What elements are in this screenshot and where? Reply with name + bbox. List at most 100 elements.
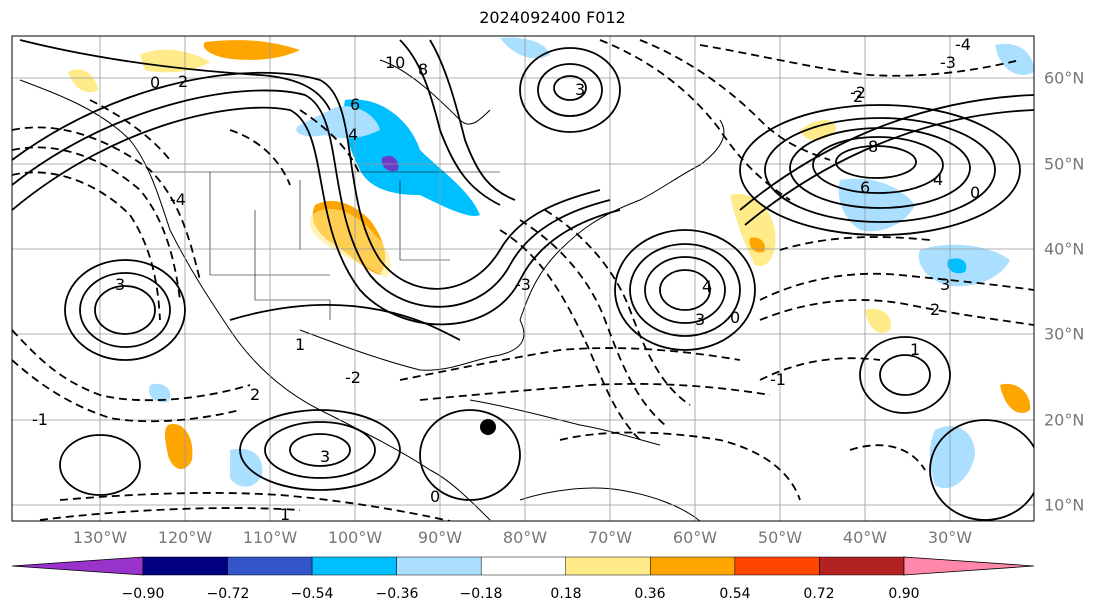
colorbar-extend-low	[11, 556, 144, 576]
colorbar-segment	[734, 556, 820, 576]
contour-labrador-2	[537, 63, 603, 117]
lon-label: 70°W	[587, 528, 633, 547]
contour-label: -2	[345, 368, 361, 387]
lat-label: 10°N	[1044, 495, 1085, 515]
contour-label: 0	[430, 487, 440, 506]
lat-label: 60°N	[1044, 68, 1085, 88]
lon-label: 120°W	[157, 528, 213, 547]
contour-trough-4	[19, 39, 331, 111]
contour-label: 0	[150, 73, 160, 92]
map-plot-area	[12, 36, 1034, 521]
colorbar-tick-label: 0.18	[550, 586, 582, 602]
contour-ne-atlantic-1	[739, 104, 1021, 236]
contour-trough-6	[429, 39, 516, 201]
coastline-gulf	[299, 319, 525, 371]
contour-label: 10	[385, 53, 405, 72]
orange-region-atlantic-se	[1000, 383, 1031, 413]
lightblue-region-atlantic-se	[929, 426, 975, 489]
map-frame	[11, 35, 1035, 522]
blue-region-atlantic-e	[947, 258, 967, 274]
contour-label: 4	[348, 125, 358, 144]
colorbar-segment	[480, 556, 567, 576]
shaded-regions	[68, 37, 1034, 489]
yellow-region-atlantic-se2	[865, 308, 891, 334]
colorbar-segment	[142, 556, 228, 576]
colorbar-segments	[11, 556, 1035, 576]
contour-trough-1	[12, 71, 601, 290]
contour-label: 1	[280, 505, 290, 524]
contour-label: 3	[115, 275, 125, 294]
contour-label: 2	[930, 300, 940, 319]
contour-central-america	[419, 409, 521, 501]
contour-label: -1	[32, 410, 48, 429]
dashed-contours	[12, 39, 1034, 521]
storm-center-marker	[480, 419, 496, 435]
contour-labrador-3	[553, 75, 587, 101]
contour-ne-atlantic-4	[812, 136, 944, 194]
contour-center-atlantic-1	[614, 229, 756, 351]
contour-ne-atlantic-2	[764, 117, 996, 223]
contour-label: 2	[853, 87, 863, 106]
colorbar-tick-label: −0.18	[459, 586, 503, 602]
yellow-region-alaska	[68, 69, 98, 93]
contour-pacific-west	[59, 434, 141, 496]
contour-label: 4	[702, 277, 712, 296]
lat-label: 20°N	[1044, 410, 1085, 430]
political-boundaries	[150, 171, 500, 320]
contour-pacific-south-1	[239, 409, 401, 491]
colorbar-tick-label: 0.54	[719, 586, 751, 602]
lat-label: 30°N	[1044, 324, 1085, 344]
lightblue-region-plains	[296, 106, 380, 139]
contour-label: -4	[170, 190, 186, 209]
orange-region-pacific	[164, 424, 193, 470]
contour-ne-atlantic-3	[789, 127, 971, 209]
contour-label: 3	[695, 310, 705, 329]
lon-label: 60°W	[672, 528, 718, 547]
yellow-region-canada	[140, 49, 210, 73]
coastline-southamerica	[519, 487, 701, 521]
contour-label: 3	[575, 80, 585, 99]
colorbar-segment	[227, 556, 313, 576]
contour-label: 0	[970, 183, 980, 202]
contour-pacific-south-2	[264, 421, 376, 479]
orange-region-canada	[203, 40, 300, 60]
contour-label: -1	[770, 370, 786, 389]
contour-label: 6	[350, 95, 360, 114]
lightblue-region-pacific	[230, 448, 263, 487]
lon-label: 80°W	[502, 528, 548, 547]
contour-label: -4	[955, 35, 971, 54]
contour-north-atlantic-ridge	[739, 94, 1034, 211]
colorbar-segment	[311, 556, 397, 576]
contour-label: 1	[910, 340, 920, 359]
lightblue-region-gulf	[149, 383, 171, 403]
contour-label: -3	[515, 275, 531, 294]
lon-label: 30°W	[927, 528, 973, 547]
contour-labrador-1	[519, 47, 621, 133]
purple-region-plains	[381, 155, 399, 172]
graticule	[12, 36, 1034, 521]
contour-center-atlantic-2	[629, 243, 741, 337]
contour-trough-5	[399, 39, 501, 206]
lon-label: 50°W	[757, 528, 803, 547]
contour-center-atlantic-4	[659, 269, 711, 311]
lightblue-region-greenland	[995, 43, 1034, 75]
contour-label: 3	[320, 447, 330, 466]
contour-label: 1	[295, 335, 305, 354]
contour-label: 6	[860, 178, 870, 197]
colorbar-extend-high	[903, 556, 1035, 576]
contour-label: 2	[178, 72, 188, 91]
contour-atlantic-se-1	[859, 336, 951, 414]
contour-label: -3	[940, 53, 956, 72]
lon-label: 90°W	[417, 528, 463, 547]
contour-label: 8	[868, 137, 878, 156]
contour-trough-2	[12, 89, 611, 308]
colorbar-segment	[396, 556, 482, 576]
contour-low-pacific-3	[94, 285, 156, 335]
contour-pacific-south-3	[289, 433, 351, 467]
contour-atlantic-far-se	[929, 419, 1034, 521]
contour-label: -2	[850, 83, 866, 102]
contour-low-pacific-1	[64, 259, 186, 361]
solid-contours	[12, 39, 1034, 521]
